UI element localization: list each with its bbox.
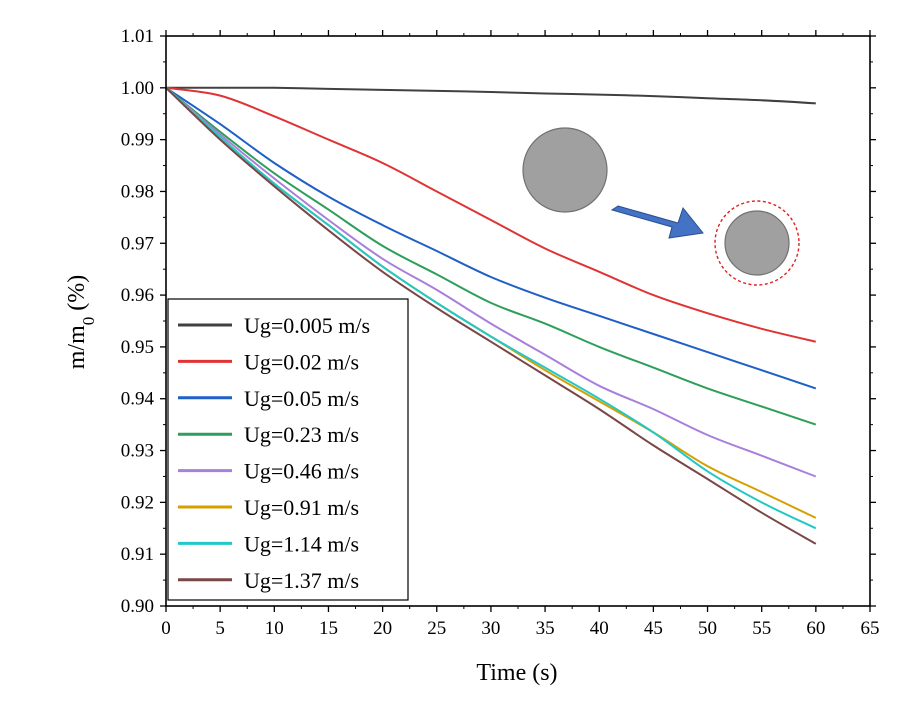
y-axis-title: m/m0 (%) <box>64 275 98 370</box>
original-size-outline <box>714 200 800 286</box>
legend-label: Ug=0.02 m/s <box>244 349 359 374</box>
legend-label: Ug=0.91 m/s <box>244 495 359 520</box>
shrink-arrow <box>610 205 704 239</box>
x-axis-title: Time (s) <box>476 660 557 686</box>
x-tick-label: 50 <box>698 618 717 639</box>
y-tick-label: 0.94 <box>121 389 155 410</box>
series-line-5 <box>165 87 817 478</box>
y-tick-label: 1.01 <box>121 26 154 47</box>
y-axis-title-sub: 0 <box>79 317 98 326</box>
series-layer <box>165 86 817 545</box>
x-tick-label: 25 <box>427 618 446 639</box>
legend-box <box>167 298 409 601</box>
x-tick-label: 0 <box>161 618 171 639</box>
legend: Ug=0.005 m/s Ug=0.02 m/s Ug=0.05 m/s Ug=0.2… <box>167 298 409 601</box>
legend-label: Ug=1.14 m/s <box>244 531 359 556</box>
legend-label: Ug=0.05 m/s <box>244 386 359 411</box>
y-tick-label: 0.93 <box>121 441 154 462</box>
series-line-4 <box>165 87 817 426</box>
legend-items: Ug=0.005 m/s Ug=0.02 m/s Ug=0.05 m/s Ug=0.2… <box>178 313 370 593</box>
y-tick-label: 1.00 <box>121 78 154 99</box>
x-tick-label: 60 <box>806 618 825 639</box>
x-tick-label: 35 <box>536 618 555 639</box>
series-line-3 <box>165 86 817 390</box>
y-tick-label: 0.91 <box>121 544 154 565</box>
y-tick-label: 0.95 <box>121 337 154 358</box>
y-tick-label: 0.98 <box>121 181 154 202</box>
y-axis-title-main: m/m <box>64 325 90 369</box>
x-tick-label: 65 <box>861 618 880 639</box>
legend-label: Ug=0.23 m/s <box>244 422 359 447</box>
x-tick-label: 10 <box>265 618 284 639</box>
y-tick-label: 0.97 <box>121 233 154 254</box>
inset-illustration <box>522 127 800 286</box>
y-axis-title-unit: (%) <box>64 275 90 317</box>
small-sphere <box>724 210 790 276</box>
legend-label: Ug=0.005 m/s <box>244 313 370 338</box>
series-line-8 <box>165 87 817 545</box>
large-sphere <box>522 127 608 213</box>
x-tick-label: 15 <box>319 618 338 639</box>
x-tick-label: 55 <box>752 618 771 639</box>
x-tick-label: 20 <box>373 618 392 639</box>
x-tick-label: 30 <box>481 618 500 639</box>
legend-label: Ug=0.46 m/s <box>244 459 359 484</box>
x-tick-label: 45 <box>644 618 663 639</box>
series-line-7 <box>165 87 817 530</box>
x-tick-label: 5 <box>215 618 225 639</box>
series-line-2 <box>165 86 817 343</box>
legend-label: Ug=1.37 m/s <box>244 568 359 593</box>
y-tick-label: 0.90 <box>121 596 154 617</box>
x-tick-label: 40 <box>590 618 609 639</box>
plot-frame <box>165 35 871 607</box>
y-tick-label: 0.99 <box>121 130 154 151</box>
series-line-1 <box>166 86 816 105</box>
y-tick-label: 0.96 <box>121 285 154 306</box>
y-tick-label: 0.92 <box>121 492 154 513</box>
ticks-layer: 0 5 10 15 20 25 30 35 40 45 50 55 60 65 0.90 0.91 0.92 0.… <box>121 26 880 639</box>
